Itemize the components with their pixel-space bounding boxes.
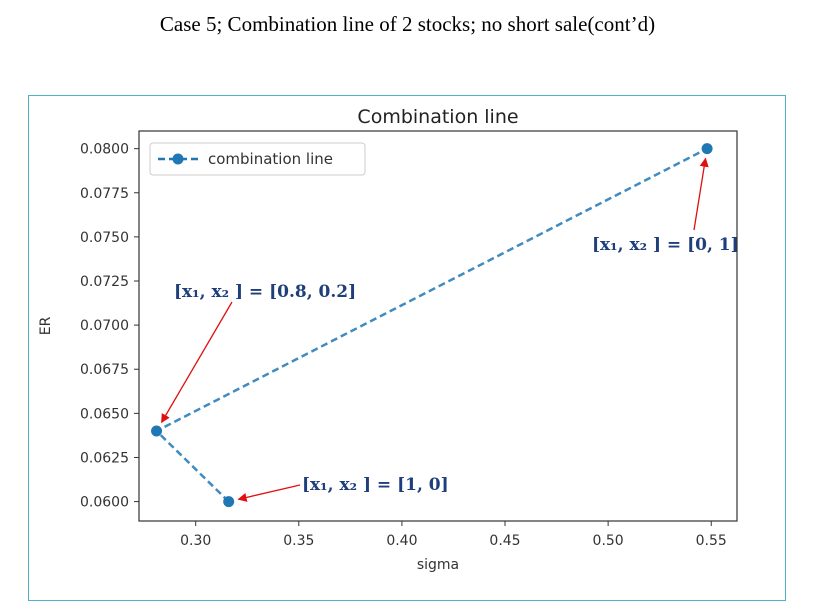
y-tick-label: 0.0700	[80, 318, 129, 334]
y-tick-label: 0.0800	[80, 142, 129, 158]
x-tick-label: 0.35	[283, 533, 314, 549]
x-tick-label: 0.30	[180, 533, 211, 549]
annotation-arrow	[237, 484, 301, 502]
legend-box	[149, 142, 366, 176]
x-tick-label: 0.40	[386, 533, 417, 549]
y-tick-label: 0.0650	[80, 406, 129, 422]
x-tick-label: 0.55	[696, 533, 727, 549]
y-tick-label: 0.0600	[80, 495, 129, 511]
x-tick-label: 0.45	[489, 533, 520, 549]
x-axis-label: sigma	[417, 557, 459, 573]
series-line-combination	[154, 147, 708, 503]
annotation-label-1-0: [x₁, x₂ ] = [1, 0]	[302, 475, 449, 495]
y-tick-label: 0.0625	[80, 450, 129, 466]
data-point	[701, 143, 713, 155]
legend-label: combination line	[208, 150, 333, 168]
y-tick-label: 0.0675	[80, 362, 129, 378]
chart-frame	[28, 95, 786, 601]
data-point	[223, 496, 235, 508]
annotation-label-0-1: [x₁, x₂ ] = [0, 1]	[592, 235, 739, 255]
y-axis-label: ER	[38, 316, 54, 335]
y-tick-label: 0.0750	[80, 230, 129, 246]
legend-marker-swatch	[172, 153, 184, 165]
slide-title: Case 5; Combination line of 2 stocks; no…	[159, 12, 656, 36]
y-tick-label: 0.0725	[80, 274, 129, 290]
plot-area-frame	[138, 130, 738, 522]
y-tick-label: 0.0775	[80, 186, 129, 202]
annotation-arrow	[161, 301, 233, 424]
data-point	[151, 425, 163, 437]
x-tick-label: 0.50	[593, 533, 624, 549]
annotation-arrow	[693, 157, 709, 231]
annotation-label-0.8-0.2: [x₁, x₂ ] = [0.8, 0.2]	[174, 282, 357, 302]
chart-title: Combination line	[357, 106, 518, 128]
